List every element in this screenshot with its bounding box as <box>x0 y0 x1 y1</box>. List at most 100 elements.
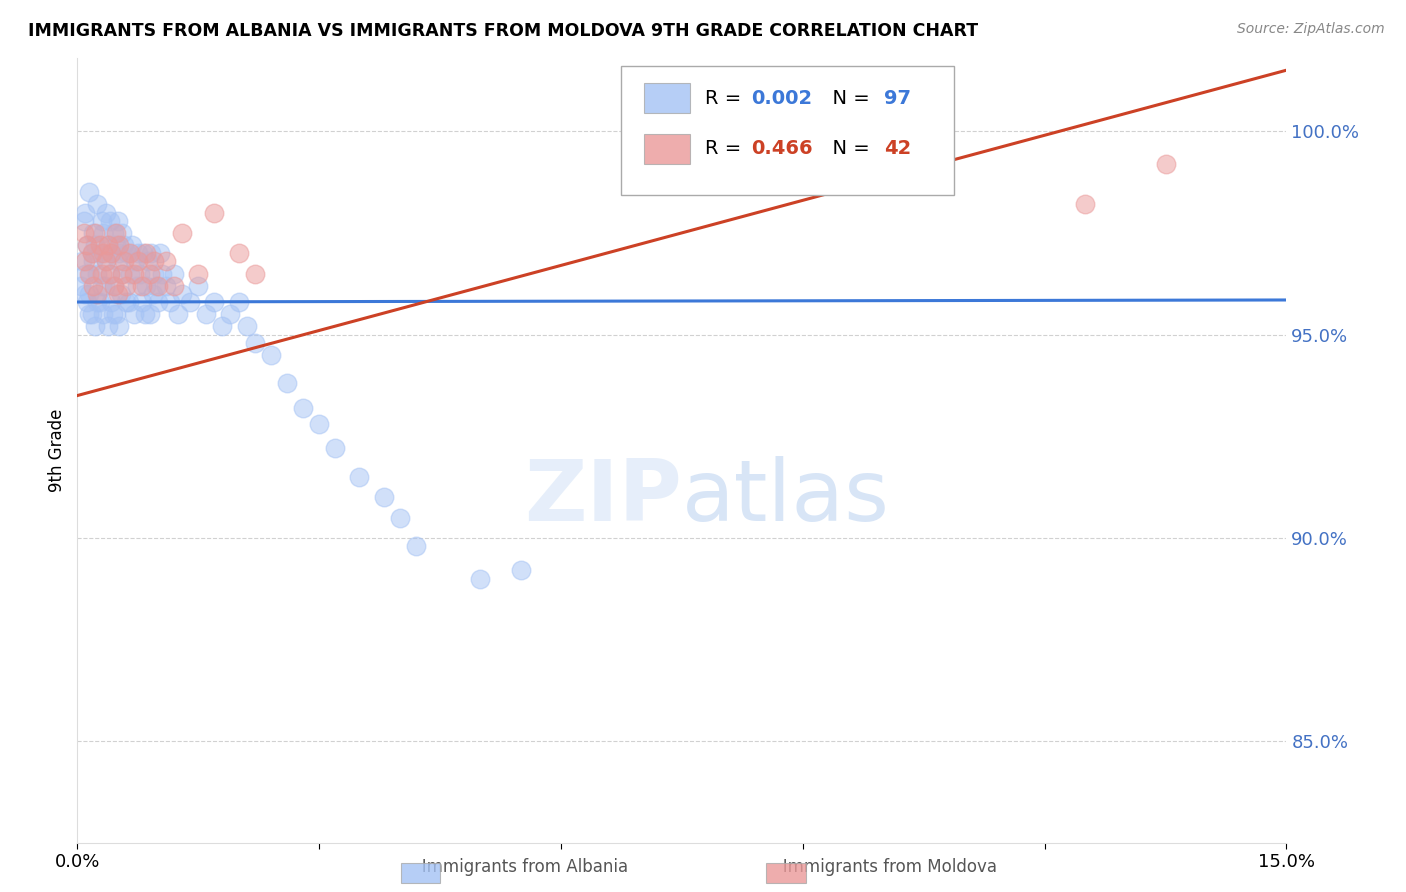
Point <box>89 246 111 260</box>
Point <box>373 490 395 504</box>
Point <box>86 286 108 301</box>
Text: IMMIGRANTS FROM ALBANIA VS IMMIGRANTS FROM MOLDOVA 9TH GRADE CORRELATION CHART: IMMIGRANTS FROM ALBANIA VS IMMIGRANTS FR… <box>28 22 979 40</box>
Point <box>163 267 186 281</box>
Point <box>82 254 104 268</box>
Point <box>127 246 149 260</box>
Point <box>105 238 128 252</box>
Point <box>121 238 143 252</box>
Point <box>243 335 266 350</box>
Point <box>100 246 122 260</box>
Point <box>76 238 98 252</box>
Point <box>792 145 814 159</box>
Point <box>82 278 104 293</box>
Point <box>1154 157 1177 171</box>
Point <box>82 226 104 240</box>
Point <box>139 267 162 281</box>
Point <box>167 307 190 321</box>
Point <box>86 267 108 281</box>
Point <box>86 197 108 211</box>
Point <box>98 267 121 281</box>
Point <box>73 286 96 301</box>
Point <box>308 417 330 431</box>
Point <box>292 401 315 415</box>
Point <box>228 295 250 310</box>
Point <box>195 307 218 321</box>
Point <box>228 246 250 260</box>
Point <box>136 254 159 268</box>
Point <box>211 319 233 334</box>
Point <box>405 539 427 553</box>
Point <box>122 307 145 321</box>
Point <box>202 205 225 219</box>
Point <box>134 307 156 321</box>
Point <box>135 246 157 260</box>
Point <box>79 286 101 301</box>
Point <box>100 246 122 260</box>
Point <box>125 278 148 293</box>
Point <box>91 226 114 240</box>
Point <box>112 238 135 252</box>
Point <box>132 246 155 260</box>
Point <box>97 238 120 252</box>
Point <box>73 213 96 227</box>
Point <box>145 278 167 293</box>
Point <box>90 267 112 281</box>
Point <box>97 238 120 252</box>
Point <box>148 246 170 260</box>
Point <box>187 278 209 293</box>
Point <box>107 286 129 301</box>
Point <box>108 246 131 260</box>
Bar <box>644 83 690 113</box>
Point <box>84 226 107 240</box>
Point <box>751 116 773 130</box>
Point <box>110 286 132 301</box>
Point <box>243 267 266 281</box>
Point <box>94 254 117 268</box>
Point <box>91 307 114 321</box>
Point <box>91 246 114 260</box>
Point <box>179 295 201 310</box>
Point <box>122 267 145 281</box>
Point <box>103 278 125 293</box>
Point <box>172 226 194 240</box>
Text: Immigrants from Moldova: Immigrants from Moldova <box>747 858 997 876</box>
Point <box>146 295 169 310</box>
Point <box>90 213 112 227</box>
Point <box>671 132 693 146</box>
Point <box>100 295 122 310</box>
Point <box>108 238 131 252</box>
Point <box>103 226 125 240</box>
Point <box>76 238 98 252</box>
Point <box>142 254 165 268</box>
Text: 0.466: 0.466 <box>751 139 813 158</box>
Point <box>349 470 371 484</box>
Point <box>93 278 115 293</box>
Point <box>1074 197 1097 211</box>
Point <box>89 295 111 310</box>
Point <box>118 295 141 310</box>
Text: N =: N = <box>820 88 876 108</box>
Point <box>114 278 136 293</box>
Y-axis label: 9th Grade: 9th Grade <box>48 409 66 492</box>
Text: R =: R = <box>704 88 748 108</box>
Text: Source: ZipAtlas.com: Source: ZipAtlas.com <box>1237 22 1385 37</box>
Point <box>187 267 209 281</box>
Point <box>79 185 101 199</box>
Text: Immigrants from Albania: Immigrants from Albania <box>385 858 627 876</box>
Point <box>80 246 103 260</box>
Point <box>105 226 128 240</box>
Point <box>111 226 134 240</box>
Point <box>470 572 492 586</box>
Point <box>114 295 136 310</box>
Point <box>131 295 153 310</box>
Point <box>90 278 112 293</box>
Point <box>159 295 181 310</box>
Point <box>80 246 103 260</box>
Point <box>84 238 107 252</box>
Point <box>98 213 121 227</box>
Point <box>172 286 194 301</box>
Point <box>75 205 97 219</box>
Point <box>276 376 298 391</box>
Point <box>235 319 257 334</box>
Point <box>84 319 107 334</box>
